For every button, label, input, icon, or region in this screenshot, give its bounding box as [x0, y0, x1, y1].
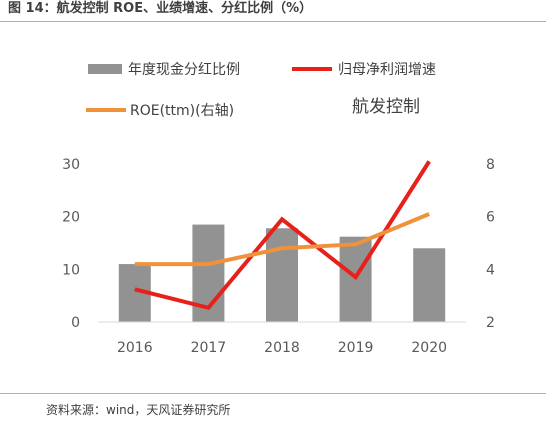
- y-right-tick-label: 6: [486, 210, 495, 226]
- legend: 年度现金分红比例 归母净利润增速 ROE(ttm)(右轴): [86, 61, 436, 119]
- legend-label-profit-growth: 归母净利润增速: [338, 61, 436, 78]
- title-rule: [0, 21, 546, 22]
- y-left-tick-label: 30: [62, 157, 80, 173]
- x-tick-label: 2020: [411, 340, 447, 356]
- bar-series: [118, 224, 446, 322]
- y-axis-right: 2 4 6 8: [486, 157, 495, 331]
- figure-title: 图 14：航发控制 ROE、业绩增速、分红比例（%）: [8, 1, 313, 16]
- y-right-tick-label: 4: [486, 262, 495, 278]
- y-left-tick-label: 20: [62, 210, 80, 226]
- footer-rule: [0, 393, 546, 394]
- y-left-tick-label: 10: [62, 262, 80, 278]
- x-tick-label: 2016: [117, 340, 153, 356]
- line-series: [134, 160, 431, 311]
- x-axis: 2016 2017 2018 2019 2020: [117, 340, 447, 356]
- y-left-tick-label: 0: [71, 315, 80, 331]
- y-axis-left: 0 10 20 30: [62, 157, 80, 331]
- bar-cash-dividend-2018: [266, 228, 298, 322]
- legend-label-roe: ROE(ttm)(右轴): [130, 103, 234, 119]
- line-profit-growth: [134, 160, 431, 311]
- x-tick-label: 2017: [191, 340, 227, 356]
- x-tick-label: 2018: [264, 340, 300, 356]
- line-roe: [134, 212, 430, 267]
- source-note: 资料来源：wind，天风证券研究所: [46, 403, 231, 417]
- legend-swatch-cash-dividend: [88, 64, 122, 74]
- x-tick-label: 2019: [338, 340, 374, 356]
- legend-label-cash-dividend: 年度现金分红比例: [128, 62, 240, 78]
- bar-cash-dividend-2020: [413, 248, 446, 322]
- chart-title: 航发控制: [352, 97, 420, 117]
- y-right-tick-label: 8: [486, 157, 495, 173]
- y-right-tick-label: 2: [486, 315, 495, 331]
